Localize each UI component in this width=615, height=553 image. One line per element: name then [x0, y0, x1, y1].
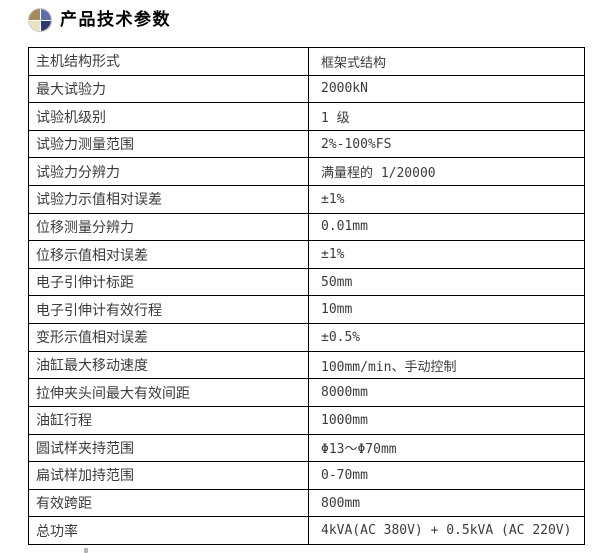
table-row: 油缸行程 1000mm	[28, 405, 585, 435]
param-name-cell: 位移测量分辨力	[28, 212, 309, 242]
page-title: 产品技术参数	[60, 10, 171, 30]
param-name-cell: 油缸行程	[28, 405, 309, 435]
param-value-cell: 满量程的 1/20000	[308, 157, 585, 187]
param-name-cell: 圆试样夹持范围	[28, 433, 309, 463]
icon-quadrant-top-left	[29, 9, 40, 20]
param-name-cell: 总功率	[28, 516, 309, 545]
spec-table: 主机结构形式 框架式结构 最大试验力 2000kN 试验机级别 1 级试验力测量范围 2%-…	[28, 47, 585, 545]
param-name-cell: 试验力测量范围	[28, 129, 309, 159]
param-name-cell: 试验力分辨力	[28, 157, 309, 187]
section-header: 产品技术参数	[29, 8, 171, 32]
param-value-cell: 10mm	[308, 295, 585, 325]
param-value-cell: 100mm/min、手动控制	[308, 350, 585, 380]
param-name-cell: 电子引伸计有效行程	[28, 295, 309, 325]
icon-quadrant-bottom-right	[40, 20, 51, 31]
param-value-cell: 2000kN	[308, 74, 585, 104]
param-name-cell: 拉伸夹头间最大有效间距	[28, 378, 309, 407]
param-name-cell: 油缸最大移动速度	[28, 350, 309, 380]
param-value-cell: 50mm	[308, 267, 585, 297]
param-value-cell: 0.01mm	[308, 212, 585, 242]
param-name-cell: 扁试样加持范围	[28, 461, 309, 490]
param-value-cell: 8000mm	[308, 378, 585, 407]
param-value-cell: 2%-100%FS	[308, 129, 585, 159]
param-value-cell: 1 级	[308, 102, 585, 131]
table-row: 试验力分辨力 满量程的 1/20000	[28, 157, 585, 187]
param-value-cell: ±1%	[308, 185, 585, 214]
table-row: 试验机级别 1 级	[28, 102, 585, 131]
param-value-cell: ±0.5%	[308, 323, 585, 352]
param-value-cell: ±1%	[308, 240, 585, 269]
param-value-cell: 1000mm	[308, 405, 585, 435]
sphere-quadrant-icon	[29, 9, 51, 31]
param-name-cell: 试验力示值相对误差	[28, 185, 309, 214]
icon-quadrant-bottom-left	[29, 20, 40, 31]
table-row: 电子引伸计有效行程 10mm	[28, 295, 585, 325]
table-row: 试验力示值相对误差 ±1%	[28, 185, 585, 214]
table-row: 油缸最大移动速度 100mm/min、手动控制	[28, 350, 585, 380]
param-value-cell: 0-70mm	[308, 461, 585, 490]
table-row: 圆试样夹持范围 Φ13～Φ70mm	[28, 433, 585, 463]
table-row: 位移测量分辨力 0.01mm	[28, 212, 585, 242]
table-row: 总功率 4kVA(AC 380V) + 0.5kVA (AC 220V)	[28, 516, 585, 545]
param-value-cell: 800mm	[308, 488, 585, 518]
table-row: 试验力测量范围 2%-100%FS	[28, 129, 585, 159]
table-row: 拉伸夹头间最大有效间距 8000mm	[28, 378, 585, 407]
table-row: 扁试样加持范围 0-70mm	[28, 461, 585, 490]
table-row: 电子引伸计标距 50mm	[28, 267, 585, 297]
table-row: 有效跨距 800mm	[28, 488, 585, 518]
icon-quadrant-top-right	[40, 9, 51, 20]
cutoff-text-artifact	[84, 548, 88, 553]
spec-table-body: 主机结构形式 框架式结构 最大试验力 2000kN 试验机级别 1 级试验力测量范围 2%-…	[28, 47, 585, 545]
param-name-cell: 变形示值相对误差	[28, 323, 309, 352]
param-name-cell: 最大试验力	[28, 74, 309, 104]
table-row: 变形示值相对误差 ±0.5%	[28, 323, 585, 352]
param-name-cell: 有效跨距	[28, 488, 309, 518]
param-name-cell: 电子引伸计标距	[28, 267, 309, 297]
param-value-cell: 4kVA(AC 380V) + 0.5kVA (AC 220V)	[308, 516, 585, 545]
param-name-cell: 主机结构形式	[28, 47, 309, 76]
table-row: 最大试验力 2000kN	[28, 74, 585, 104]
param-value-cell: 框架式结构	[308, 47, 585, 76]
param-name-cell: 位移示值相对误差	[28, 240, 309, 269]
table-row: 位移示值相对误差 ±1%	[28, 240, 585, 269]
param-value-cell: Φ13～Φ70mm	[308, 433, 585, 463]
table-row: 主机结构形式 框架式结构	[28, 47, 585, 76]
param-name-cell: 试验机级别	[28, 102, 309, 131]
